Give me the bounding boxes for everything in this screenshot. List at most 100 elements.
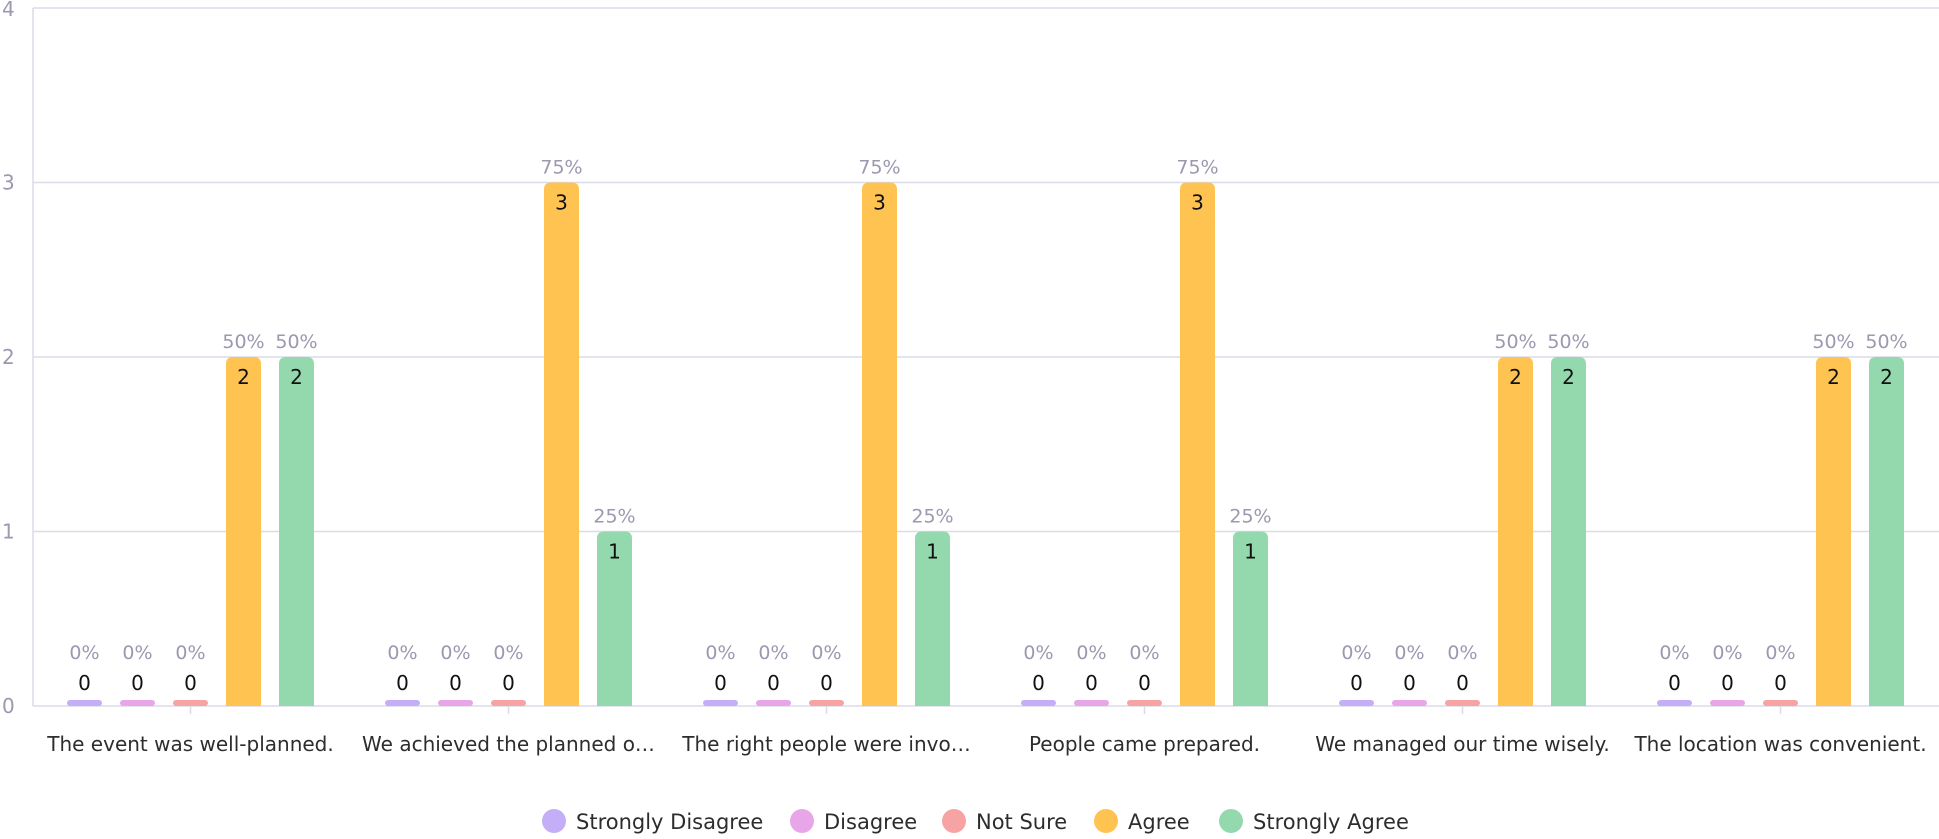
bar-percent-label: 0% <box>758 642 788 664</box>
bar-value-label: 2 <box>1562 365 1575 389</box>
legend-item[interactable]: Not Sure <box>942 809 1067 834</box>
bar-value-label: 0 <box>1774 671 1787 695</box>
bars: 0 0% 0 0% 0 0% 0 0% 0 0% 0 0% 0 0% 0 0% 0 0% 0 0% 0 0% 0 0% 0 0% 0… <box>67 157 1908 707</box>
y-gridlines <box>33 7 1939 707</box>
bar[interactable] <box>1498 357 1533 706</box>
bar[interactable] <box>1551 357 1586 706</box>
bar[interactable] <box>1074 700 1109 706</box>
bar-value-label: 0 <box>820 671 833 695</box>
bar-percent-label: 0% <box>1394 642 1424 664</box>
bar[interactable] <box>1392 700 1427 706</box>
bar[interactable] <box>915 531 950 707</box>
bar[interactable] <box>226 357 261 706</box>
bar[interactable] <box>1710 700 1745 706</box>
bar[interactable] <box>385 700 420 706</box>
x-tick-label: We managed our time wisely. <box>1315 732 1610 756</box>
bar[interactable] <box>67 700 102 706</box>
bar[interactable] <box>1445 700 1480 706</box>
bar-value-label: 1 <box>926 540 939 564</box>
bar[interactable] <box>279 357 314 706</box>
x-tick-label: The event was well-planned. <box>46 732 333 756</box>
bar-value-label: 2 <box>1509 365 1522 389</box>
bar[interactable] <box>809 700 844 706</box>
bar[interactable] <box>438 700 473 706</box>
legend-item[interactable]: Disagree <box>790 809 917 834</box>
y-tick-label: 4 <box>2 0 15 21</box>
bar[interactable] <box>544 182 579 707</box>
bar-value-label: 0 <box>767 671 780 695</box>
bar[interactable] <box>1233 531 1268 707</box>
bar-value-label: 2 <box>1827 365 1840 389</box>
bar-percent-label: 0% <box>705 642 735 664</box>
bar-value-label: 2 <box>290 365 303 389</box>
legend-item[interactable]: Strongly Disagree <box>542 809 763 834</box>
bar-value-label: 1 <box>608 540 621 564</box>
legend-label: Strongly Disagree <box>576 810 763 834</box>
bar-percent-label: 75% <box>1176 157 1218 179</box>
bar[interactable] <box>173 700 208 706</box>
bar-percent-label: 75% <box>540 157 582 179</box>
bar[interactable] <box>862 182 897 707</box>
bar-value-label: 3 <box>1191 191 1204 215</box>
bar-percent-label: 0% <box>1659 642 1689 664</box>
y-axis: 0 1 2 3 4 <box>2 0 34 718</box>
bar-value-label: 0 <box>1138 671 1151 695</box>
bar[interactable] <box>1763 700 1798 706</box>
bar[interactable] <box>1339 700 1374 706</box>
x-tick-label: The right people were invo… <box>681 732 970 756</box>
bar-percent-label: 0% <box>1129 642 1159 664</box>
bar-value-label: 1 <box>1244 540 1257 564</box>
legend-item[interactable]: Agree <box>1094 809 1190 834</box>
bar-percent-label: 50% <box>1812 331 1854 353</box>
bar[interactable] <box>1816 357 1851 706</box>
x-tick-label: People came prepared. <box>1029 732 1260 756</box>
legend-item[interactable]: Strongly Agree <box>1219 809 1409 834</box>
bar-percent-label: 50% <box>222 331 264 353</box>
legend-swatch <box>1094 809 1118 833</box>
legend-label: Strongly Agree <box>1253 810 1409 834</box>
bar[interactable] <box>1180 182 1215 707</box>
bar-value-label: 0 <box>1456 671 1469 695</box>
bar[interactable] <box>1869 357 1904 706</box>
legend-label: Not Sure <box>976 810 1067 834</box>
bar-percent-label: 0% <box>175 642 205 664</box>
bar-value-label: 0 <box>78 671 91 695</box>
bar-value-label: 0 <box>502 671 515 695</box>
bar-percent-label: 0% <box>1076 642 1106 664</box>
bar-percent-label: 0% <box>69 642 99 664</box>
legend-label: Agree <box>1128 810 1190 834</box>
bar-percent-label: 0% <box>122 642 152 664</box>
bar[interactable] <box>756 700 791 706</box>
bar-percent-label: 0% <box>440 642 470 664</box>
bar-value-label: 0 <box>184 671 197 695</box>
bar[interactable] <box>597 531 632 707</box>
x-tick-label: We achieved the planned o… <box>362 732 655 756</box>
bar-percent-label: 50% <box>275 331 317 353</box>
legend-label: Disagree <box>824 810 917 834</box>
bar-value-label: 3 <box>873 191 886 215</box>
bar-percent-label: 25% <box>593 506 635 528</box>
bar-percent-label: 50% <box>1865 331 1907 353</box>
bar[interactable] <box>1127 700 1162 706</box>
y-tick-label: 1 <box>2 520 15 544</box>
legend: Strongly Disagree Disagree Not Sure Agree St… <box>542 809 1409 834</box>
bar-value-label: 0 <box>1032 671 1045 695</box>
bar[interactable] <box>1657 700 1692 706</box>
bar[interactable] <box>703 700 738 706</box>
bar-value-label: 0 <box>131 671 144 695</box>
bar-value-label: 0 <box>449 671 462 695</box>
bar[interactable] <box>491 700 526 706</box>
bar-value-label: 2 <box>1880 365 1893 389</box>
bar-value-label: 0 <box>1350 671 1363 695</box>
bar[interactable] <box>120 700 155 706</box>
bar-percent-label: 0% <box>493 642 523 664</box>
bar-value-label: 0 <box>1403 671 1416 695</box>
bar-percent-label: 50% <box>1494 331 1536 353</box>
bar-value-label: 0 <box>714 671 727 695</box>
bar-percent-label: 75% <box>858 157 900 179</box>
bar[interactable] <box>1021 700 1056 706</box>
bar-percent-label: 0% <box>1765 642 1795 664</box>
bar-value-label: 0 <box>1668 671 1681 695</box>
bar-value-label: 0 <box>396 671 409 695</box>
